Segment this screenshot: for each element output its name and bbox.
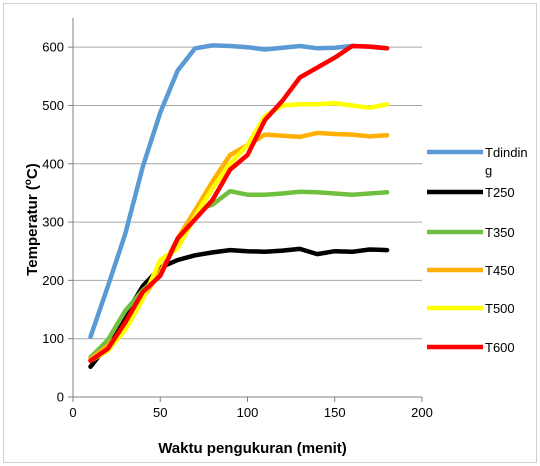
y-axis-title-superscript: o bbox=[23, 179, 34, 185]
legend-label-t500: T500 bbox=[485, 301, 515, 316]
y-tick-label-100: 100 bbox=[42, 331, 64, 346]
series-lines bbox=[88, 43, 390, 369]
legend-label-tdinding-line2: g bbox=[485, 163, 492, 178]
series-line-tdinding bbox=[88, 43, 390, 340]
series-line-t450 bbox=[88, 130, 390, 362]
series-line-t600 bbox=[88, 43, 390, 364]
x-axis-title: Waktu pengukuran (menit) bbox=[158, 440, 347, 457]
y-tick-label-300: 300 bbox=[42, 215, 64, 230]
legend-label-t250: T250 bbox=[485, 185, 515, 200]
legend: Tdindin g T250 T350 T450 T500 T600 bbox=[427, 145, 528, 355]
series-line-t500 bbox=[88, 100, 390, 364]
y-axis-title-main: Temperatur ( bbox=[24, 185, 41, 276]
y-axis-title: Temperatur (oC) bbox=[23, 163, 41, 276]
tick-labels: 0 100 200 300 400 500 600 0 50 100 150 200 bbox=[42, 40, 433, 420]
y-tick-label-500: 500 bbox=[42, 98, 64, 113]
y-tick-label-600: 600 bbox=[42, 40, 64, 55]
legend-label-tdinding: Tdindin bbox=[485, 145, 528, 160]
x-tick-label-50: 50 bbox=[153, 405, 167, 420]
legend-label-t600: T600 bbox=[485, 340, 515, 355]
axes bbox=[72, 18, 422, 398]
x-tick-label-150: 150 bbox=[324, 405, 346, 420]
x-tick-label-200: 200 bbox=[411, 405, 433, 420]
legend-label-t450: T450 bbox=[485, 263, 515, 278]
y-tick-label-0: 0 bbox=[57, 390, 64, 405]
y-tick-label-200: 200 bbox=[42, 273, 64, 288]
y-tick-label-400: 400 bbox=[42, 156, 64, 171]
series-line-t350 bbox=[88, 188, 390, 360]
x-tick-label-100: 100 bbox=[237, 405, 259, 420]
legend-label-t350: T350 bbox=[485, 225, 515, 240]
y-axis-title-end: C) bbox=[24, 163, 41, 179]
x-tick-label-0: 0 bbox=[69, 405, 76, 420]
